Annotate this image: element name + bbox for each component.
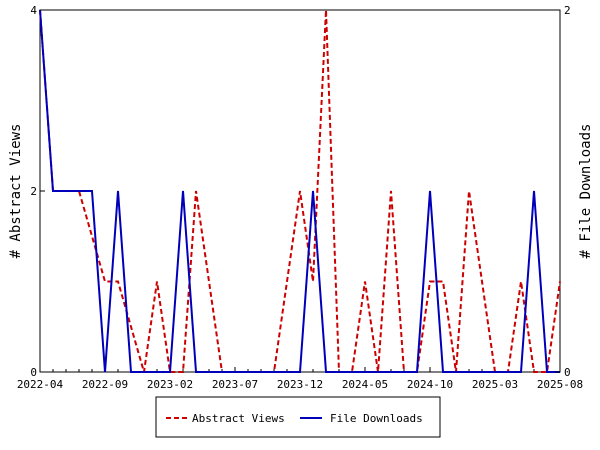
y-left-tick-label: 0 <box>30 366 37 379</box>
x-tick-label: 2023-12 <box>277 378 323 391</box>
x-tick-label: 2025-03 <box>472 378 518 391</box>
legend-label-abstract-views: Abstract Views <box>192 412 285 425</box>
x-tick-label: 2022-09 <box>82 378 128 391</box>
x-tick-label: 2024-05 <box>342 378 388 391</box>
x-tick-label: 2024-10 <box>407 378 453 391</box>
x-tick-label: 2023-02 <box>147 378 193 391</box>
y-right-tick-label: 0 <box>564 366 571 379</box>
x-tick-label: 2023-07 <box>212 378 258 391</box>
legend-box <box>155 396 441 438</box>
y-right-axis-title: # File Downloads <box>578 124 594 259</box>
y-right-tick-label: 2 <box>564 4 571 17</box>
x-tick-label: 2025-08 <box>537 378 583 391</box>
y-left-axis-title: # Abstract Views <box>8 124 24 259</box>
legend-label-file-downloads: File Downloads <box>330 412 423 425</box>
y-left-tick-label: 2 <box>30 185 37 198</box>
legend: Abstract Views File Downloads <box>155 396 441 438</box>
y-left-tick-label: 4 <box>30 4 37 17</box>
series-line-file-downloads <box>39 9 560 373</box>
x-tick-label: 2022-04 <box>17 378 64 391</box>
